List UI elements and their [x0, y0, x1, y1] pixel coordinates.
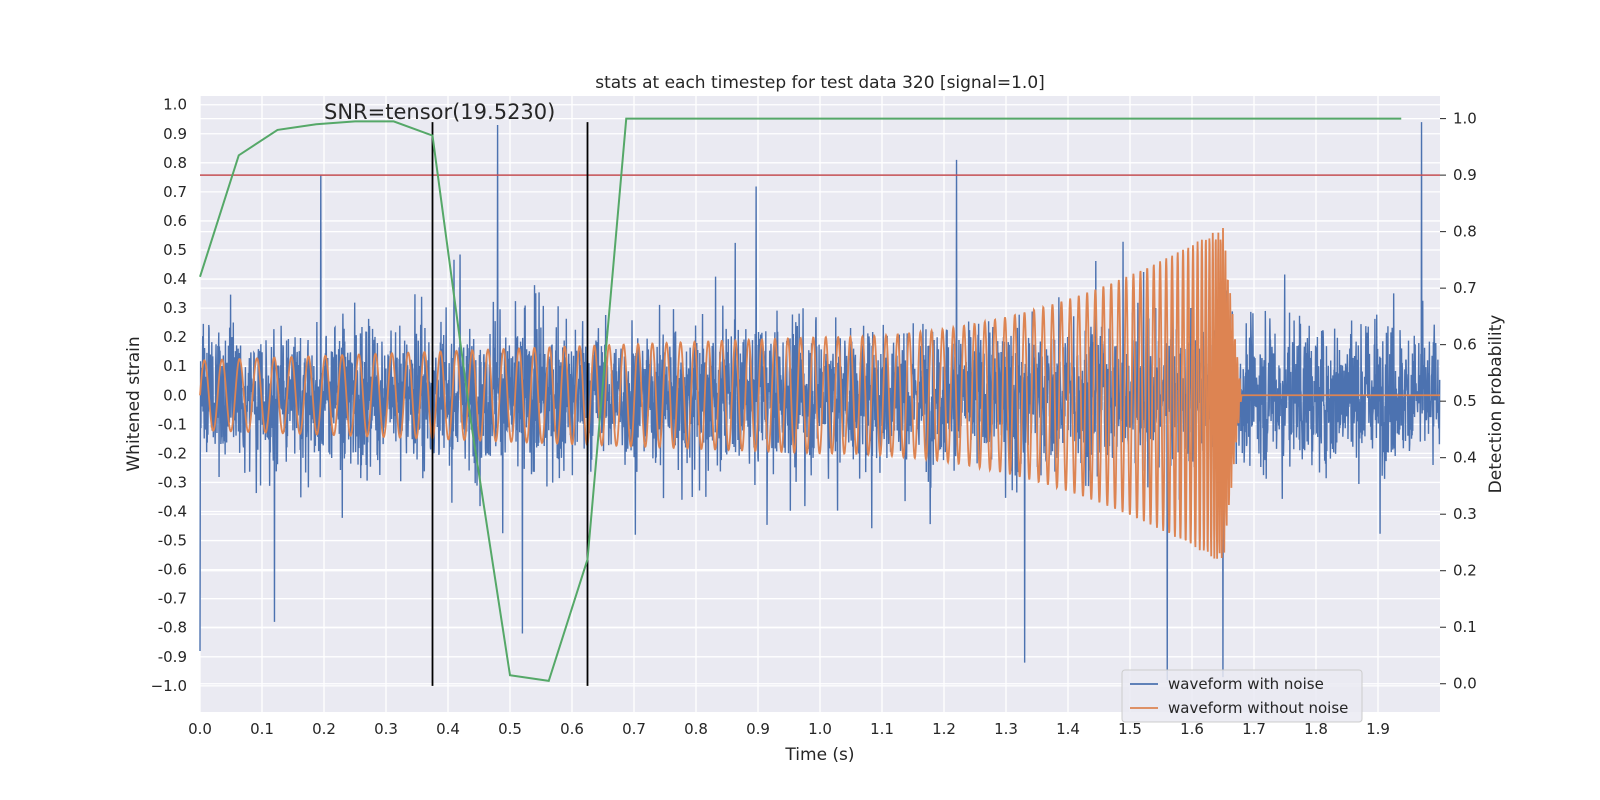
x-tick-label: 1.3 [994, 720, 1018, 738]
y-tick-label: −1.0 [151, 677, 187, 695]
x-tick-label: 0.6 [560, 720, 584, 738]
x-tick-label: 0.5 [498, 720, 522, 738]
y-tick-label: 0.5 [163, 241, 187, 259]
y-tick-label: 0.6 [163, 212, 187, 230]
y-tick-label: 1.0 [163, 96, 187, 114]
y-tick-label: -0.7 [158, 590, 187, 608]
legend: waveform with noise waveform without noi… [1121, 669, 1363, 723]
vertical-markers [431, 122, 589, 686]
chart-title: stats at each timestep for test data 320… [595, 73, 1045, 93]
y-tick-label: -0.9 [158, 648, 187, 666]
x-tick-label: 1.9 [1366, 720, 1390, 738]
y-axis-label: Whitened strain [124, 336, 144, 471]
legend-label-noisy: waveform with noise [1168, 675, 1324, 693]
x-tick-label: 1.8 [1304, 720, 1328, 738]
y-tick-label: -0.2 [158, 444, 187, 462]
y-axis-ticks: 1.0 0.9 0.8 0.7 0.6 0.5 0.4 0.3 0.2 0.1 0.0 -0.1 -0.… [151, 96, 187, 695]
y2-axis-label: Detection probability [1486, 315, 1506, 494]
y2-tick-label: 0.6 [1453, 336, 1477, 354]
x-tick-label: 0.0 [188, 720, 212, 738]
clean-waveform-line [199, 227, 1440, 559]
y2-tick-label: 0.7 [1453, 279, 1477, 297]
y2-tick-label: 1.0 [1453, 110, 1477, 128]
x-tick-label: 1.5 [1118, 720, 1142, 738]
legend-label-clean: waveform without noise [1168, 699, 1348, 717]
x-tick-label: 1.4 [1056, 720, 1080, 738]
x-axis-ticks: 0.0 0.1 0.2 0.3 0.4 0.5 0.6 0.7 0.8 0.9 1.0 1.1 1.2 1… [188, 720, 1390, 738]
y2-tick-label: 0.1 [1453, 618, 1477, 636]
x-tick-label: 0.9 [746, 720, 770, 738]
y-tick-label: -0.5 [158, 532, 187, 550]
x-tick-label: 1.1 [870, 720, 894, 738]
x-tick-label: 0.4 [436, 720, 460, 738]
legend-frame [1121, 669, 1363, 723]
y2-tick-label: 0.2 [1453, 562, 1477, 580]
y2-axis-ticks: 1.0 0.9 0.8 0.7 0.6 0.5 0.4 0.3 0.2 0.1 0.0 [1440, 110, 1477, 693]
y-tick-label: 0.8 [163, 154, 187, 172]
y-tick-label: 0.4 [163, 270, 187, 288]
y-tick-label: 0.3 [163, 299, 187, 317]
snr-annotation: SNR=tensor(19.5230) [324, 100, 555, 124]
y-tick-label: -0.8 [158, 619, 187, 637]
y-tick-label: -0.4 [158, 503, 187, 521]
y-tick-label: 0.1 [163, 357, 187, 375]
x-tick-label: 1.0 [808, 720, 832, 738]
x-tick-label: 1.7 [1242, 720, 1266, 738]
detection-probability-line [199, 117, 1402, 683]
y2-tick-label: 0.3 [1453, 505, 1477, 523]
y-tick-label: 0.2 [163, 328, 187, 346]
x-tick-label: 0.2 [312, 720, 336, 738]
series-detection-probability [199, 117, 1402, 683]
y-tick-label: 0.0 [163, 386, 187, 404]
y-tick-label: 0.7 [163, 183, 187, 201]
x-tick-label: 0.1 [250, 720, 274, 738]
y2-tick-label: 0.8 [1453, 223, 1477, 241]
x-tick-label: 1.6 [1180, 720, 1204, 738]
y-tick-label: -0.3 [158, 473, 187, 491]
y2-tick-label: 0.5 [1453, 392, 1477, 410]
x-tick-label: 0.7 [622, 720, 646, 738]
y-tick-label: 0.9 [163, 125, 187, 143]
series-waveform-without-noise [199, 227, 1440, 559]
y2-tick-label: 0.4 [1453, 449, 1477, 467]
x-tick-label: 1.2 [932, 720, 956, 738]
x-tick-label: 0.3 [374, 720, 398, 738]
x-axis-label: Time (s) [784, 745, 854, 765]
y-tick-label: -0.1 [158, 415, 187, 433]
y2-tick-label: 0.9 [1453, 166, 1477, 184]
y-tick-label: -0.6 [158, 561, 187, 579]
x-tick-label: 0.8 [684, 720, 708, 738]
y2-tick-label: 0.0 [1453, 675, 1477, 693]
